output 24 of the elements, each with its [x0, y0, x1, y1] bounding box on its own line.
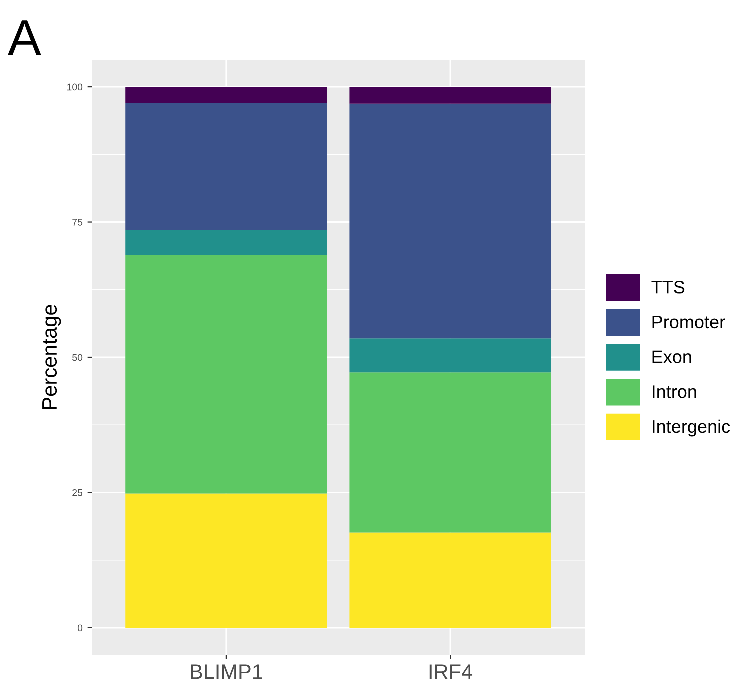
- bar: [126, 494, 328, 628]
- bar: [126, 87, 328, 104]
- legend-label: Intergenic: [652, 420, 730, 437]
- y-axis-title: Percentage: [42, 305, 62, 410]
- y-tick-label: 0: [78, 624, 83, 632]
- legend-label: Intron: [652, 386, 696, 398]
- bar: [350, 532, 552, 628]
- legend-label: Promoter: [652, 316, 726, 329]
- y-tick-label: 50: [72, 354, 83, 362]
- y-tick-label: 100: [67, 84, 83, 91]
- bar: [350, 372, 552, 533]
- bar: [350, 338, 552, 373]
- bar: [350, 87, 552, 104]
- y-tick-label: 75: [72, 219, 83, 226]
- bar: [126, 255, 328, 494]
- bar: [126, 230, 328, 256]
- x-tick-label: IRF4: [430, 664, 473, 680]
- bar: [350, 104, 552, 339]
- x-tick-label: BLIMP1: [191, 664, 262, 680]
- bar: [126, 103, 328, 230]
- legend-label: Exon: [652, 350, 692, 364]
- y-tick-label: 25: [72, 489, 83, 496]
- legend-label: TTS: [652, 280, 685, 294]
- text: A: [8, 20, 42, 55]
